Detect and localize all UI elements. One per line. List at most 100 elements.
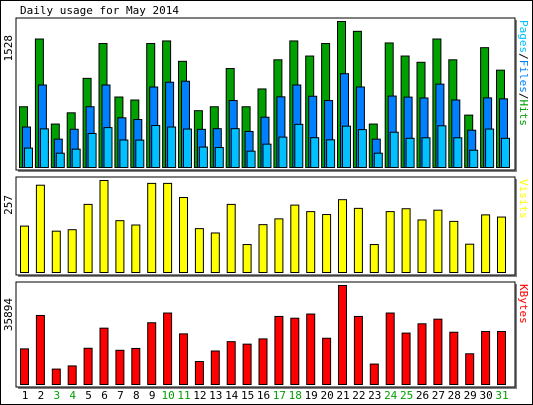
bar-visits [385,211,395,273]
bar-kbytes [497,331,506,385]
bar-visits [147,182,157,273]
ymax-label-1: 1528 [2,35,15,62]
bar-visits [449,220,459,273]
bar-visits [338,199,347,273]
x-tick-label: 12 [193,389,206,402]
bar-visits [433,209,443,274]
x-tick-label: 3 [53,389,60,402]
bar-visits [210,232,220,273]
legend-entry: / [517,53,530,60]
bar-pages [262,143,272,168]
bar-visits [51,230,61,274]
x-tick-label: 17 [273,389,286,402]
x-tick-label: 1 [22,389,29,402]
x-tick-label: 7 [117,389,124,402]
x-tick-label: 24 [384,389,398,402]
bar-pages [357,129,367,169]
bar-kbytes [465,353,475,385]
bar-pages [373,152,383,169]
bar-visits [67,229,77,273]
bar-pages [485,128,495,169]
chart-title: Daily usage for May 2014 [20,4,179,17]
bar-pages [342,125,351,168]
bar-visits [226,203,236,273]
bar-kbytes [194,361,204,385]
bar-pages [198,146,208,168]
bar-pages [214,147,224,168]
bar-visits [194,228,204,273]
bar-kbytes [83,347,93,386]
legend-entry: Pages [517,20,530,53]
bar-visits [465,243,475,274]
x-tick-label: 10 [161,389,174,402]
bar-pages [55,152,65,169]
x-tick-label: 22 [352,389,365,402]
x-tick-label: 27 [432,389,445,402]
bar-visits [497,216,506,274]
bar-pages [421,137,431,169]
bar-kbytes [163,312,173,385]
bar-visits [163,182,173,273]
bar-kbytes [322,337,332,385]
bar-pages [310,137,320,168]
bar-pages [87,132,97,168]
x-tick-label: 20 [320,389,333,402]
bar-pages [278,136,288,169]
x-tick-label: 28 [448,389,461,402]
bar-kbytes [258,338,268,385]
bar-pages [405,137,415,168]
bar-kbytes [290,317,300,386]
bar-visits [242,244,252,273]
bar-visits [369,244,379,273]
bar-visits [401,208,411,273]
legend-3: KBytes [517,284,530,324]
x-tick-label: 25 [400,389,413,402]
x-tick-label: 29 [464,389,477,402]
x-tick-label: 15 [241,389,254,402]
bar-kbytes [338,285,347,385]
bar-visits [83,203,93,273]
bar-kbytes [433,318,443,386]
bar-pages [151,124,161,168]
bar-kbytes [401,332,411,386]
bar-visits [115,220,125,273]
bar-kbytes [449,331,459,386]
bar-pages [135,139,145,169]
legend-entry: Files [517,60,530,93]
bar-pages [230,128,240,168]
bar-pages [167,126,177,168]
x-tick-label: 23 [368,389,381,402]
bar-kbytes [131,347,141,385]
bar-kbytes [369,363,379,385]
bar-visits [258,224,268,273]
bar-kbytes [210,350,220,385]
legend-entry: KBytes [517,284,530,324]
bar-visits [353,207,363,273]
bar-kbytes [35,314,45,386]
legend-1: Pages/Files/Hits [517,20,530,126]
x-tick-label: 6 [101,389,108,402]
x-tick-label: 31 [495,389,508,402]
x-tick-label: 26 [416,389,429,402]
x-tick-label: 2 [38,389,45,402]
bar-kbytes [147,322,157,385]
bar-visits [290,204,300,274]
bar-visits [131,224,141,274]
bar-visits [417,219,427,273]
x-tick-label: 21 [336,389,349,402]
x-tick-label: 5 [85,389,92,402]
bar-pages [501,137,510,168]
x-tick-label: 13 [209,389,222,402]
bar-kbytes [306,313,316,385]
x-tick-label: 16 [257,389,270,402]
bar-kbytes [242,343,252,385]
x-tick-label: 9 [149,389,156,402]
bar-visits [274,218,284,273]
x-tick-label: 8 [133,389,140,402]
bar-visits [322,214,332,273]
ymax-label-2: 257 [2,195,15,215]
bar-visits [20,225,29,274]
ymax-label-3: 35894 [2,298,15,331]
